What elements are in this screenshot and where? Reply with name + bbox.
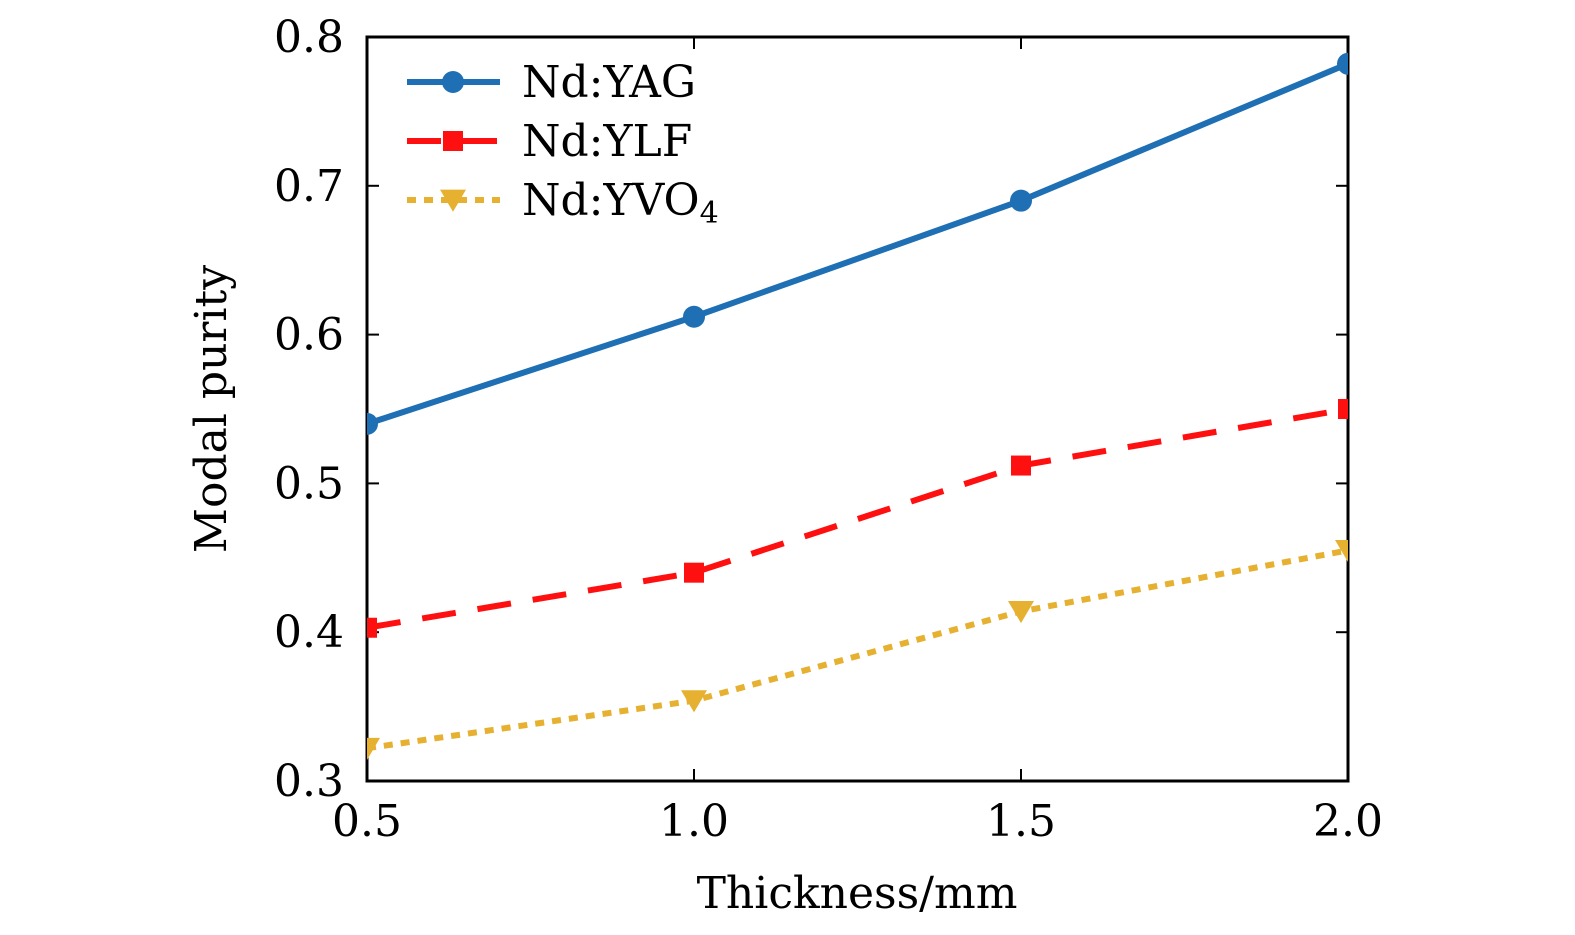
series-line <box>367 547 1348 752</box>
x-tick-label: 1.0 <box>659 796 729 847</box>
legend-label: Nd:YVO4 <box>522 175 719 231</box>
data-point <box>367 412 378 435</box>
series-line <box>367 406 1348 631</box>
data-point <box>683 305 705 328</box>
legend-item: Nd:YVO4 <box>407 175 719 231</box>
series-3 <box>367 539 1348 760</box>
y-tick-label: 0.7 <box>274 161 344 212</box>
x-axis-title: Thickness/mm <box>697 868 1018 919</box>
legend-marker <box>442 71 464 93</box>
legend-label: Nd:YLF <box>522 116 692 167</box>
legend-marker <box>443 131 463 151</box>
data-point <box>684 562 704 583</box>
data-point <box>1335 539 1348 563</box>
data-point <box>681 690 707 713</box>
x-tick-label: 1.5 <box>986 796 1056 847</box>
y-tick-label: 0.6 <box>274 310 344 361</box>
legend-item: Nd:YAG <box>407 57 696 108</box>
x-axis-ticks: 0.5 1.0 1.5 2.0 <box>332 37 1383 847</box>
y-axis-title: Modal purity <box>186 265 237 553</box>
series-layer <box>367 52 1348 760</box>
legend-label: Nd:YAG <box>522 57 696 108</box>
data-point <box>1338 399 1348 419</box>
y-axis-ticks: 0.3 0.4 0.5 0.6 0.7 0.8 <box>274 12 1348 807</box>
plot-frame <box>365 35 1350 783</box>
legend-item: Nd:YLF <box>407 116 692 167</box>
legend-marker <box>440 189 466 212</box>
data-point <box>1010 189 1032 212</box>
x-tick-label: 0.5 <box>332 796 402 847</box>
data-point <box>367 617 377 638</box>
data-point <box>1337 52 1348 75</box>
x-tick-label: 2.0 <box>1313 796 1383 847</box>
data-point <box>1008 600 1034 624</box>
series-line <box>367 61 1348 427</box>
series-2 <box>367 399 1348 638</box>
legend-label-base: Nd:YVO <box>522 175 700 226</box>
series-1 <box>367 52 1348 435</box>
legend-label-subscript: 4 <box>700 196 719 231</box>
y-tick-label: 0.4 <box>274 607 344 658</box>
y-tick-label: 0.8 <box>274 12 344 63</box>
data-point <box>1011 455 1031 476</box>
y-tick-label: 0.3 <box>274 756 344 807</box>
legend: Nd:YAG Nd:YLF Nd:YVO4 <box>407 57 719 231</box>
data-point <box>367 737 380 760</box>
y-tick-label: 0.5 <box>274 458 344 509</box>
